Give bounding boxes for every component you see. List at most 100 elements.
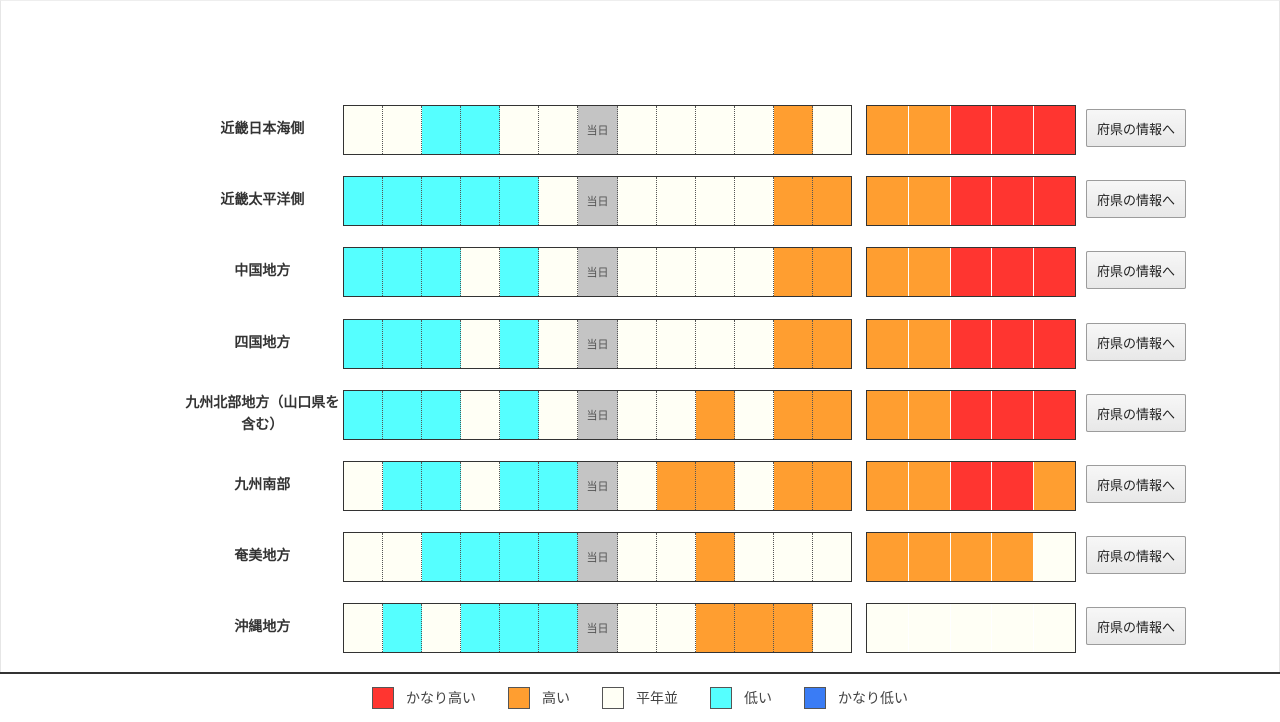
legend-item: 平年並 (602, 687, 678, 709)
prefecture-info-button[interactable]: 府県の情報へ (1086, 607, 1186, 645)
daily-cell (656, 604, 696, 652)
weekly-cell (867, 248, 909, 296)
prefecture-info-button[interactable]: 府県の情報へ (1086, 180, 1186, 218)
weekly-cell (867, 391, 909, 439)
prefecture-info-button[interactable]: 府県の情報へ (1086, 251, 1186, 289)
weekly-cell (908, 177, 951, 225)
daily-cell (383, 177, 423, 225)
weekly-cell (1034, 177, 1075, 225)
daily-forecast-strip: 当日 (343, 461, 852, 511)
weekly-cell (867, 320, 909, 368)
weekly-cell (908, 320, 951, 368)
daily-cell (617, 106, 657, 154)
daily-cell (656, 533, 696, 581)
daily-cell (500, 177, 540, 225)
daily-cell (383, 462, 423, 510)
weekly-cell (950, 462, 993, 510)
daily-cell (344, 106, 384, 154)
weekly-cell (1034, 391, 1075, 439)
region-name: 沖縄地方 (234, 619, 291, 636)
weekly-forecast-strip (866, 105, 1076, 155)
legend-bar: かなり高い 高い 平年並 低い かなり低い (0, 672, 1280, 722)
daily-cell (383, 391, 423, 439)
daily-cell (422, 391, 462, 439)
legend-label: 高い (542, 691, 570, 707)
daily-cell (383, 106, 423, 154)
daily-cell (812, 462, 852, 510)
daily-cell (500, 462, 540, 510)
today-cell: 当日 (578, 462, 618, 510)
daily-cell (539, 320, 579, 368)
daily-cell (461, 248, 501, 296)
daily-cell (812, 391, 852, 439)
daily-cell (539, 462, 579, 510)
today-cell: 当日 (578, 177, 618, 225)
weekly-cell (950, 391, 993, 439)
today-cell: 当日 (578, 533, 618, 581)
daily-cell (383, 533, 423, 581)
weekly-forecast-strip (866, 603, 1076, 653)
daily-cell (656, 391, 696, 439)
legend-item: かなり高い (372, 687, 476, 709)
daily-cell (617, 604, 657, 652)
legend-label: 平年並 (636, 691, 678, 707)
weekly-cell (950, 177, 993, 225)
weekly-cell (1034, 320, 1075, 368)
weekly-forecast-strip (866, 461, 1076, 511)
daily-cell (773, 106, 813, 154)
daily-cell (422, 106, 462, 154)
prefecture-info-button[interactable]: 府県の情報へ (1086, 323, 1186, 361)
daily-cell (695, 391, 735, 439)
daily-cell (383, 320, 423, 368)
daily-cell (812, 533, 852, 581)
weekly-cell (992, 248, 1035, 296)
daily-cell (539, 106, 579, 154)
daily-cell (773, 177, 813, 225)
today-cell: 当日 (578, 106, 618, 154)
weekly-cell (992, 106, 1035, 154)
weekly-cell (867, 462, 909, 510)
region-name: 近畿日本海側 (220, 121, 305, 138)
region-row: 近畿日本海側 当日 府県の情報へ (0, 105, 1280, 155)
weekly-forecast-strip (866, 532, 1076, 582)
region-row: 近畿太平洋側 当日 府県の情報へ (0, 176, 1280, 226)
weekly-cell (950, 106, 993, 154)
daily-cell (617, 391, 657, 439)
legend-swatch (372, 687, 394, 709)
weekly-cell (950, 320, 993, 368)
region-row: 奄美地方 当日 府県の情報へ (0, 532, 1280, 582)
weekly-cell (867, 604, 909, 652)
legend-item: かなり低い (804, 687, 908, 709)
prefecture-info-button[interactable]: 府県の情報へ (1086, 465, 1186, 503)
daily-cell (344, 248, 384, 296)
daily-cell (422, 320, 462, 368)
prefecture-info-button[interactable]: 府県の情報へ (1086, 394, 1186, 432)
daily-cell (695, 177, 735, 225)
daily-cell (773, 604, 813, 652)
daily-forecast-strip: 当日 (343, 319, 852, 369)
daily-cell (812, 248, 852, 296)
region-row: 九州北部地方（山口県を含む） 当日 府県の情報へ (0, 390, 1280, 440)
daily-cell (539, 248, 579, 296)
weekly-cell (992, 391, 1035, 439)
region-name: 中国地方 (234, 263, 291, 280)
daily-cell (773, 533, 813, 581)
daily-cell (617, 248, 657, 296)
prefecture-info-button[interactable]: 府県の情報へ (1086, 109, 1186, 147)
today-cell: 当日 (578, 320, 618, 368)
daily-cell (695, 320, 735, 368)
daily-cell (344, 533, 384, 581)
daily-cell (461, 533, 501, 581)
weekly-cell (908, 604, 951, 652)
weekly-cell (1034, 604, 1075, 652)
weekly-cell (1034, 106, 1075, 154)
prefecture-info-button[interactable]: 府県の情報へ (1086, 536, 1186, 574)
daily-cell (539, 391, 579, 439)
region-name: 九州南部 (234, 477, 291, 494)
weekly-cell (1034, 248, 1075, 296)
daily-cell (656, 248, 696, 296)
daily-cell (461, 462, 501, 510)
daily-cell (695, 533, 735, 581)
daily-cell (734, 462, 774, 510)
weekly-forecast-strip (866, 247, 1076, 297)
